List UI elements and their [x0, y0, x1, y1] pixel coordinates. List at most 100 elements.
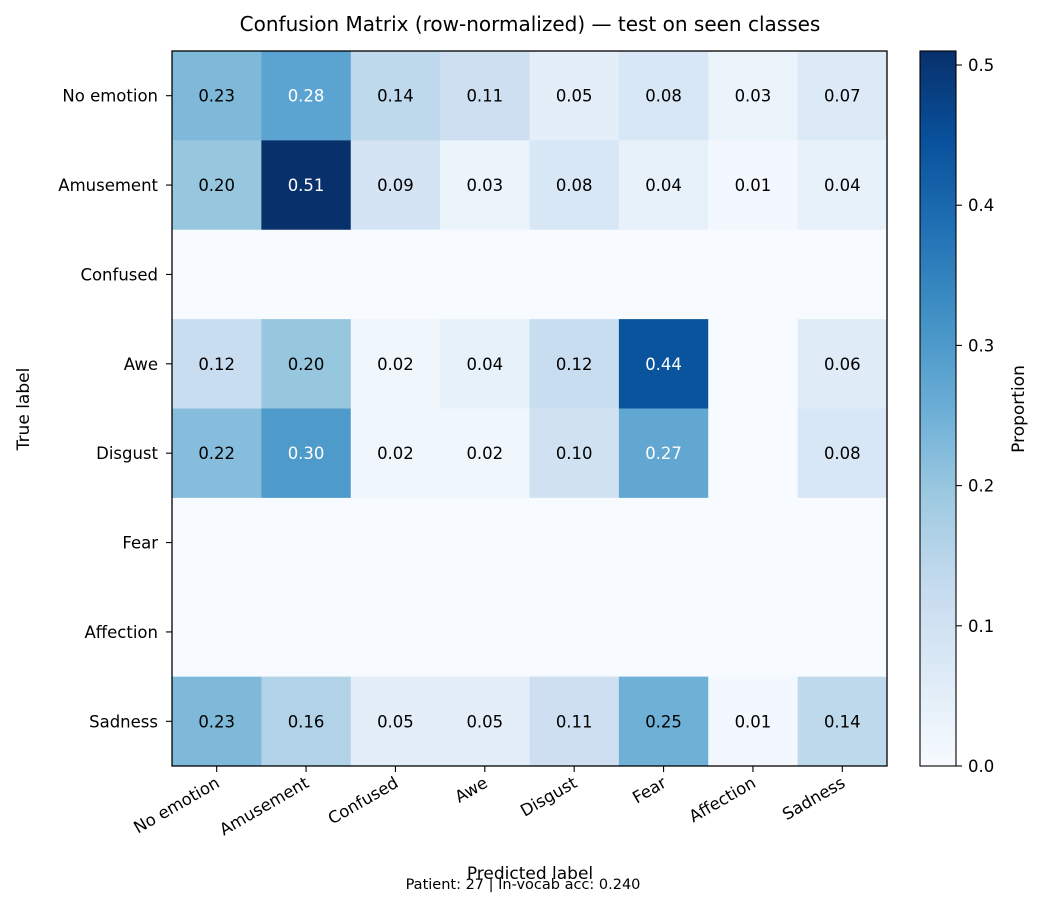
heatmap-cell [797, 319, 888, 409]
colorbar-tick-label: 0.1 [968, 617, 994, 636]
cell-value-label: 0.28 [288, 87, 325, 106]
y-axis-ticks: No emotion Amusement Confused Awe Disgust Fea… [58, 87, 172, 731]
heatmap-cell [440, 587, 530, 678]
colorbar [919, 50, 957, 767]
colorbar-tick-label: 0.5 [968, 56, 994, 75]
cell-value-label: 0.14 [824, 712, 861, 731]
heatmap-cell [708, 676, 799, 767]
cell-value-label: 0.51 [288, 176, 325, 195]
cell-value-label: 0.03 [735, 87, 772, 106]
footer-note: Patient: 27 | In-vocab acc: 0.240 [406, 877, 641, 893]
x-tick-label: Awe [452, 773, 491, 807]
heatmap-cell [797, 587, 888, 678]
heatmap-cell [708, 587, 799, 678]
heatmap-cell [350, 229, 441, 320]
cell-value-label: 0.07 [824, 87, 861, 106]
heatmap-cell [172, 587, 262, 678]
heatmap-cell [529, 497, 620, 588]
heatmap-cell [261, 319, 352, 409]
cell-value-label: 0.22 [198, 444, 235, 463]
colorbar-tick-label: 0.3 [968, 336, 994, 355]
cell-value-label: 0.01 [735, 712, 772, 731]
heatmap-cell [529, 587, 620, 678]
colorbar-tick-label: 0.0 [968, 757, 994, 776]
heatmap-cell [440, 676, 530, 767]
x-tick-label: Fear [629, 773, 670, 807]
heatmap-cell [618, 229, 709, 320]
heatmap-cell [350, 676, 441, 767]
y-axis-label: True label [14, 368, 34, 452]
heatmap-cell [618, 408, 709, 499]
colorbar-label: Proportion [1009, 365, 1029, 453]
y-tick-label: Sadness [89, 712, 158, 731]
heatmap-cell [618, 497, 709, 588]
heatmap-cell [172, 319, 262, 409]
colorbar-tick-label: 0.2 [968, 477, 994, 496]
cell-value-label: 0.23 [198, 712, 235, 731]
colorbar-ticks: 0.0 0.1 0.2 0.3 0.4 0.5 [956, 56, 994, 776]
x-tick-label: Disgust [517, 773, 581, 821]
heatmap-cell [261, 676, 352, 767]
cell-value-label: 0.04 [466, 355, 503, 374]
heatmap-cell [708, 497, 799, 588]
cell-value-label: 0.02 [377, 355, 414, 374]
heatmap-cell [172, 497, 262, 588]
heatmap-cell [529, 51, 620, 141]
heatmap-cell [172, 140, 262, 231]
heatmap-cell [797, 229, 888, 320]
heatmap-cell [618, 587, 709, 678]
cell-value-label: 0.20 [288, 355, 325, 374]
heatmap-cell [618, 51, 709, 141]
heatmap-cell [529, 319, 620, 409]
heatmap-cell [708, 408, 799, 499]
heatmap-cell [350, 140, 441, 231]
y-tick-label: Amusement [58, 176, 158, 195]
heatmap-cell [708, 229, 799, 320]
cell-value-label: 0.20 [198, 176, 235, 195]
heatmap-cell [708, 319, 799, 409]
heatmap-cell [440, 408, 530, 499]
y-tick-label: Disgust [96, 444, 158, 463]
y-tick-label: Awe [124, 355, 158, 374]
cell-value-label: 0.08 [556, 176, 593, 195]
heatmap-cell [172, 676, 262, 767]
heatmap-cell [618, 319, 709, 409]
heatmap-cell [261, 51, 352, 141]
heatmap-cell [440, 51, 530, 141]
heatmap-cell [797, 676, 888, 767]
cell-value-label: 0.01 [735, 176, 772, 195]
heatmap-cell [618, 676, 709, 767]
heatmap-cell [350, 497, 441, 588]
cell-value-label: 0.02 [466, 444, 503, 463]
heatmap-cell [618, 140, 709, 231]
cell-value-label: 0.04 [824, 176, 861, 195]
heatmap-cell [172, 408, 262, 499]
cell-value-label: 0.14 [377, 87, 414, 106]
x-tick-label: No emotion [130, 773, 222, 837]
cell-value-label: 0.03 [466, 176, 503, 195]
heatmap-cell [261, 497, 352, 588]
y-tick-label: No emotion [62, 87, 158, 106]
heatmap-cell-labels: 0.23 0.28 0.14 0.11 0.05 0.08 0.03 0.07 0.20 0.51… [198, 87, 860, 732]
heatmap-cell [708, 51, 799, 141]
heatmap-cell [350, 587, 441, 678]
chart-title: Confusion Matrix (row-normalized) — test… [240, 12, 821, 36]
cell-value-label: 0.16 [288, 712, 325, 731]
x-axis-label: Predicted label [467, 864, 593, 884]
cell-value-label: 0.05 [377, 712, 414, 731]
cell-value-label: 0.04 [645, 176, 682, 195]
heatmap-cell [529, 408, 620, 499]
cell-value-label: 0.02 [377, 444, 414, 463]
cell-value-label: 0.06 [824, 355, 861, 374]
heatmap-cell [440, 140, 530, 231]
heatmap-cell [529, 676, 620, 767]
y-tick-label: Confused [80, 265, 158, 284]
y-tick-label: Affection [85, 623, 159, 642]
x-tick-label: Confused [325, 773, 402, 828]
cell-value-label: 0.12 [198, 355, 235, 374]
heatmap-cell [529, 229, 620, 320]
heatmap-cell [797, 140, 888, 231]
cell-value-label: 0.08 [824, 444, 861, 463]
cell-value-label: 0.11 [556, 712, 593, 731]
